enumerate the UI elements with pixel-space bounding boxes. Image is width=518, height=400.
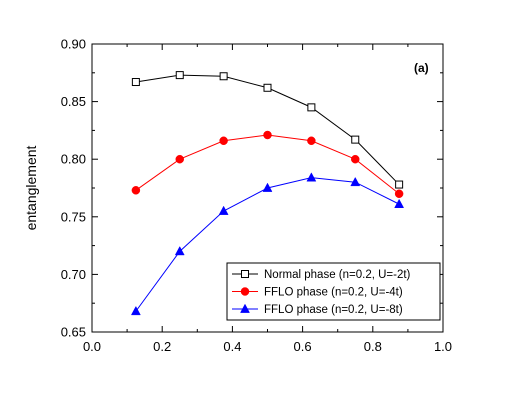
series-3: [130, 172, 405, 316]
legend-marker: [240, 287, 250, 296]
y-tick-label: 0.65: [61, 325, 86, 340]
x-tick-label: 1.0: [434, 339, 452, 354]
data-point: [130, 305, 141, 316]
x-tick-label: 0.8: [364, 339, 382, 354]
data-point: [262, 182, 273, 192]
data-point: [394, 198, 405, 208]
data-point: [307, 103, 316, 112]
x-tick-label: 0.2: [153, 339, 171, 354]
series-layer: [130, 71, 405, 316]
data-point: [219, 136, 228, 146]
data-point: [131, 186, 141, 195]
y-tick-label: 0.90: [61, 37, 86, 52]
legend-item: FFLO phase (n=0.2, U=-8t): [232, 303, 403, 316]
data-point: [263, 130, 272, 140]
y-axis-title: entanglement: [23, 145, 39, 230]
legend-label: FFLO phase (n=0.2, U=-8t): [264, 304, 403, 316]
data-point: [351, 154, 360, 164]
x-tick-label: 0.6: [294, 339, 312, 354]
data-point: [131, 78, 140, 87]
data-point: [175, 154, 184, 164]
y-tick-label: 0.75: [61, 209, 86, 224]
series-2: [131, 130, 404, 199]
data-point: [307, 136, 316, 146]
data-point: [350, 176, 361, 187]
legend-item: Normal phase (n=0.2, U=-2t): [232, 269, 411, 281]
legend-label: FFLO phase (n=0.2, U=-4t): [264, 287, 403, 299]
series-1: [131, 71, 404, 189]
x-tick-label: 0.0: [83, 339, 101, 354]
data-point: [218, 205, 229, 215]
data-point: [219, 72, 228, 81]
legend-label: Normal phase (n=0.2, U=-2t): [264, 269, 411, 281]
y-tick-label: 0.70: [61, 267, 86, 282]
data-point: [394, 189, 404, 199]
data-point: [174, 246, 185, 256]
legend-box: [226, 262, 441, 321]
y-tick-label: 0.85: [61, 94, 86, 109]
x-tick-label: 0.4: [223, 339, 241, 354]
legend-marker: [241, 270, 249, 278]
axis-ticks: 0.0 0.2 0.4 0.6 0.8 1.0 0.65 0.70 0.75 0.80 0.85 0.…: [61, 37, 452, 355]
panel-label: (a): [414, 61, 429, 75]
y-tick-label: 0.80: [61, 152, 86, 167]
legend-marker: [240, 303, 250, 313]
data-point: [351, 135, 360, 144]
legend: Normal phase (n=0.2, U=-2t) FFLO phase (n…: [226, 262, 441, 321]
data-point: [263, 83, 272, 92]
data-point: [175, 71, 184, 80]
data-point: [306, 172, 317, 182]
legend-item: FFLO phase (n=0.2, U=-4t): [232, 287, 403, 299]
data-point: [395, 180, 404, 189]
